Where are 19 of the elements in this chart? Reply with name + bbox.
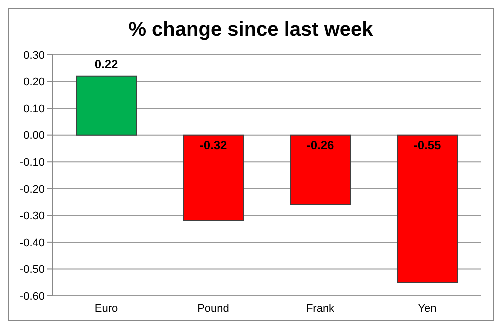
y-tick-label: -0.20 (20, 184, 45, 196)
data-label: -0.55 (414, 138, 442, 152)
y-tick-label: -0.10 (20, 157, 45, 170)
y-tick-label: -0.60 (20, 290, 45, 303)
data-label: 0.22 (94, 57, 119, 72)
y-tick-label: -0.50 (20, 264, 45, 276)
y-tick-label: 0.00 (24, 130, 45, 142)
y-tick-label: 0.10 (24, 103, 45, 116)
y-tick-label: 0.20 (24, 76, 45, 89)
data-label: -0.32 (200, 138, 228, 152)
y-tick-label: -0.30 (20, 210, 45, 223)
x-tick-label: Yen (418, 302, 437, 315)
x-tick-label: Frank (306, 302, 336, 315)
x-tick-label: Pound (198, 302, 230, 315)
y-tick-label: -0.40 (20, 237, 45, 250)
data-label: -0.26 (306, 138, 335, 152)
chart-title: % change since last week (128, 18, 374, 43)
y-tick-label: 0.30 (24, 50, 45, 62)
x-tick-label: Euro (94, 302, 118, 315)
